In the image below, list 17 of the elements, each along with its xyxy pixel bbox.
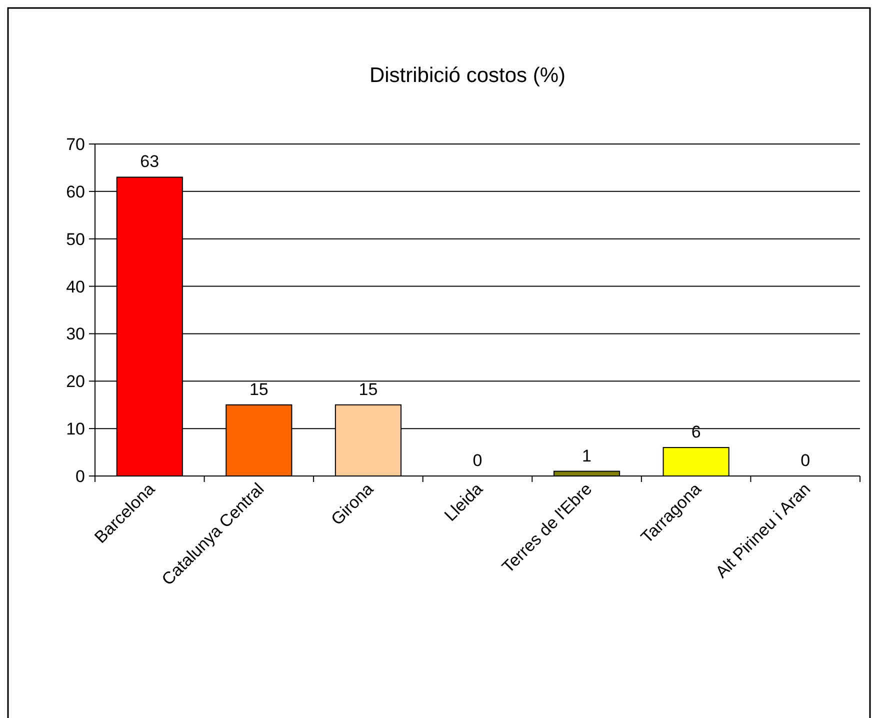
y-tick-label: 70 xyxy=(66,135,85,154)
y-tick-label: 20 xyxy=(66,372,85,392)
y-tick-label: 40 xyxy=(66,277,85,296)
data-label: 0 xyxy=(800,451,810,470)
bar xyxy=(554,470,620,476)
chart-title: Distribició costos (%) xyxy=(369,64,566,87)
data-label: 15 xyxy=(358,380,378,399)
y-tick-label: 10 xyxy=(66,420,85,439)
data-label: 1 xyxy=(582,446,592,466)
y-tick-label: 60 xyxy=(66,182,85,202)
data-label: 15 xyxy=(249,380,268,399)
data-label: 63 xyxy=(140,152,160,172)
y-tick-label: 0 xyxy=(76,467,85,486)
y-tick-label: 30 xyxy=(66,324,85,344)
data-label: 0 xyxy=(472,451,482,470)
y-tick-label: 50 xyxy=(66,230,85,249)
bar xyxy=(662,447,730,476)
